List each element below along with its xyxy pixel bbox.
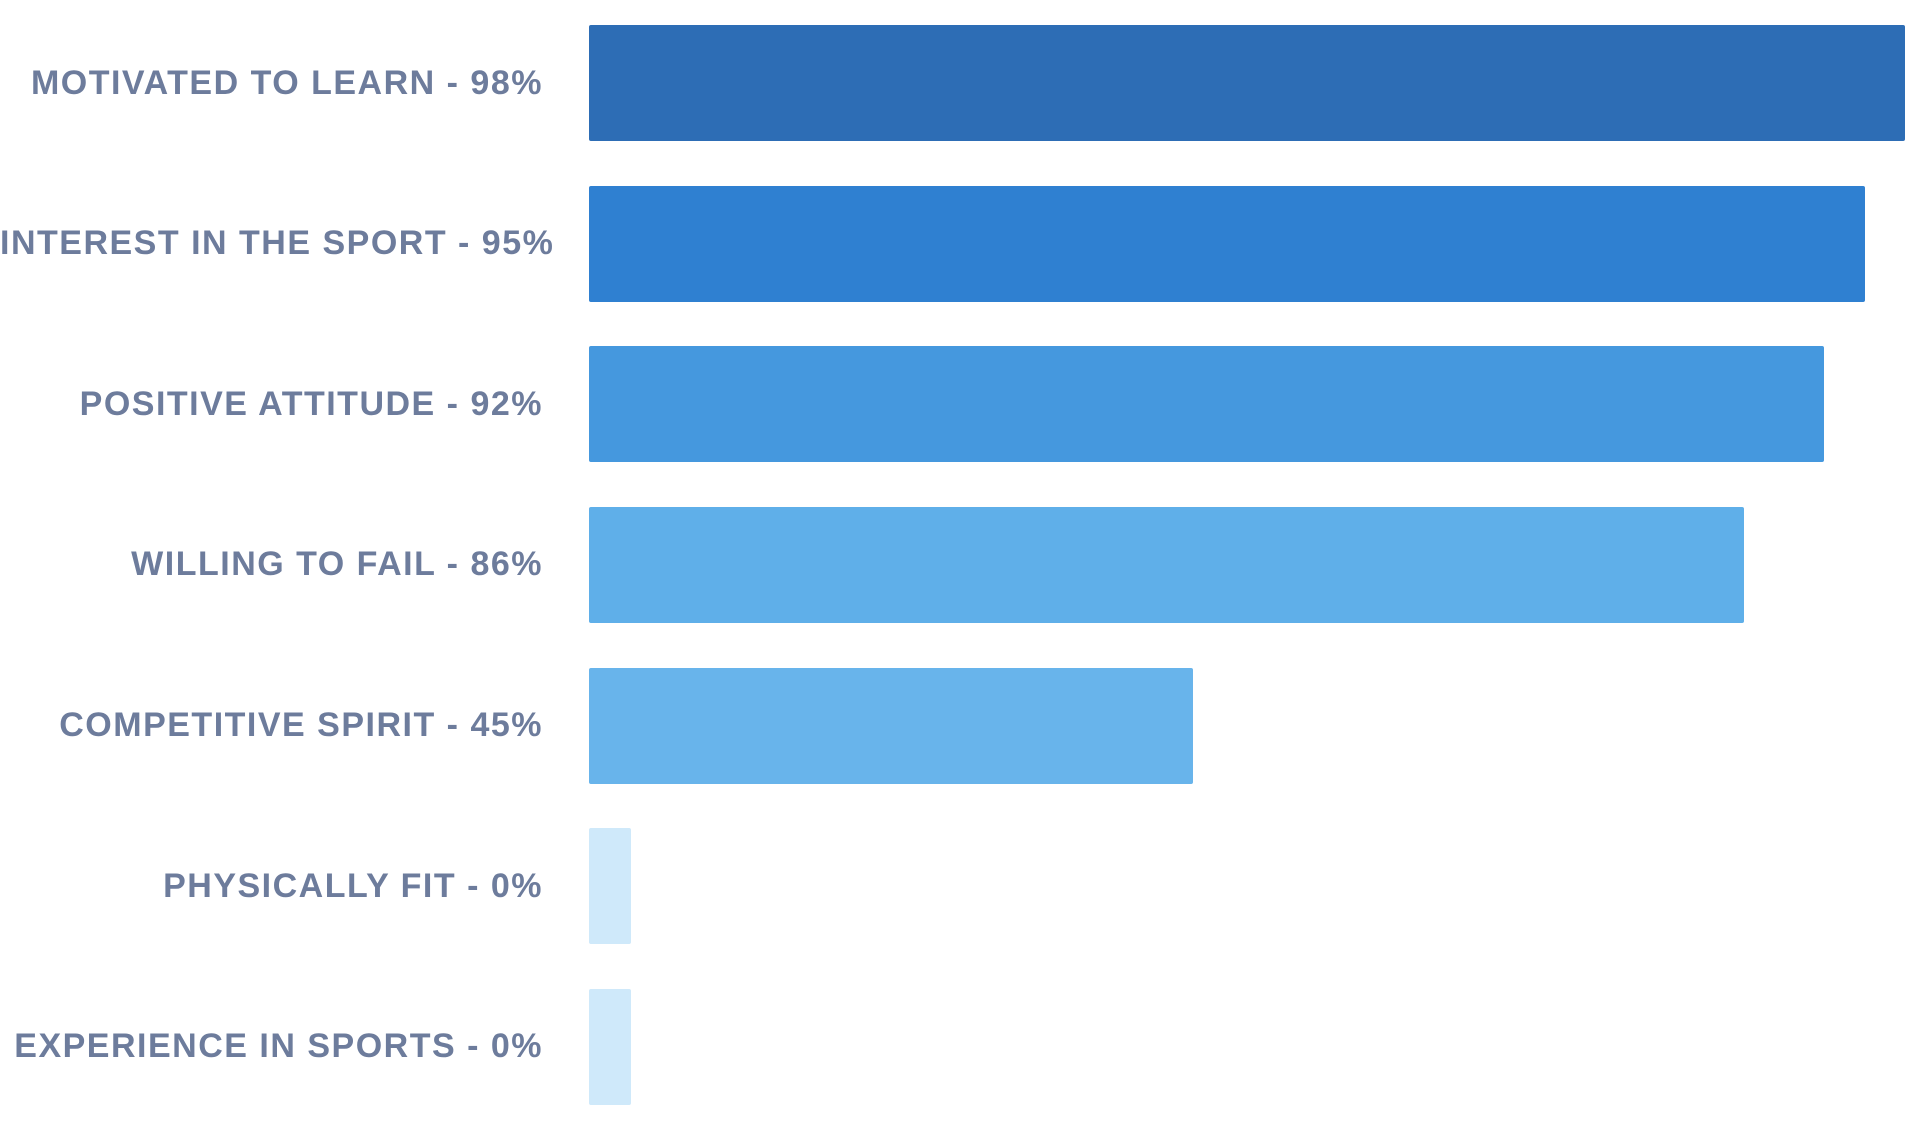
bar-track	[589, 25, 1905, 141]
bar-label: POSITIVE ATTITUDE - 92%	[79, 384, 543, 423]
bar-label: WILLING TO FAIL - 86%	[131, 545, 543, 584]
chart-row-competitive-spirit: COMPETITIVE SPIRIT - 45%	[0, 647, 1905, 805]
chart-row-motivated-to-learn: MOTIVATED TO LEARN - 98%	[0, 4, 1905, 162]
bar-track	[589, 185, 1905, 302]
chart-row-positive-attitude: POSITIVE ATTITUDE - 92%	[0, 325, 1905, 483]
bar-track	[589, 828, 1905, 945]
chart-row-physically-fit: PHYSICALLY FIT - 0%	[0, 807, 1905, 965]
bar-willing-to-fail	[589, 506, 1744, 623]
bar-physically-fit	[589, 828, 631, 945]
bar-interest-in-the-sport	[589, 185, 1865, 302]
chart-row-experience-in-sports: EXPERIENCE IN SPORTS - 0%	[0, 968, 1905, 1126]
bar-label: PHYSICALLY FIT - 0%	[163, 866, 543, 905]
chart-row-interest-in-the-sport: INTEREST IN THE SPORT - 95%	[0, 165, 1905, 323]
bar-label: MOTIVATED TO LEARN - 98%	[30, 63, 543, 102]
bar-track	[589, 346, 1905, 463]
chart-row-willing-to-fail: WILLING TO FAIL - 86%	[0, 486, 1905, 644]
bar-label: INTEREST IN THE SPORT - 95%	[0, 224, 555, 263]
bar-positive-attitude	[589, 346, 1825, 463]
bar-track	[589, 506, 1905, 623]
bar-label: EXPERIENCE IN SPORTS - 0%	[14, 1027, 543, 1066]
bar-motivated-to-learn	[589, 25, 1905, 141]
bar-track	[589, 667, 1905, 784]
bar-competitive-spirit	[589, 667, 1194, 784]
bar-track	[589, 988, 1905, 1105]
bar-label: COMPETITIVE SPIRIT - 45%	[59, 706, 543, 745]
bar-experience-in-sports	[589, 988, 631, 1105]
